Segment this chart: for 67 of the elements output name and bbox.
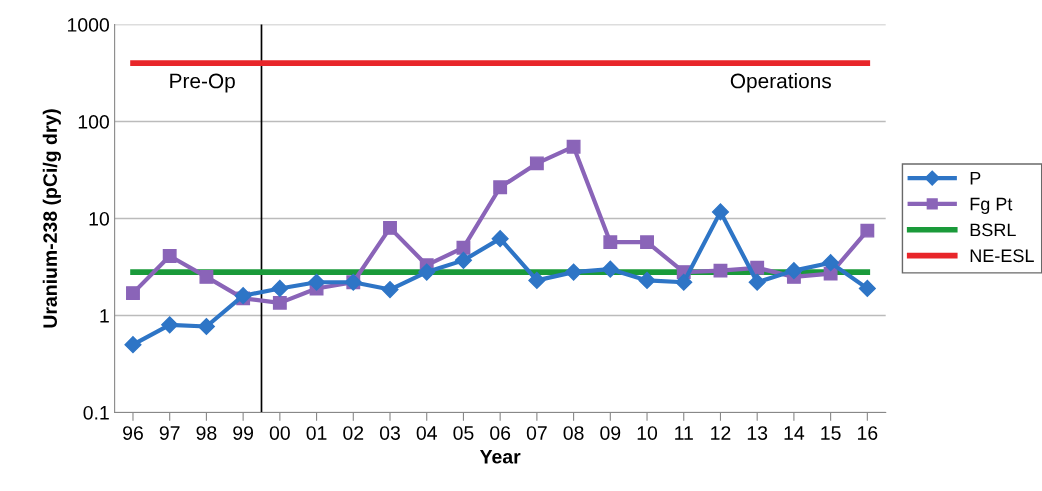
point — [161, 316, 179, 334]
x-tick-label: 99 — [233, 426, 254, 440]
x-tick-label: 01 — [306, 426, 327, 440]
x-tick-label: 11 — [675, 426, 693, 440]
x-tick-label: 10 — [637, 426, 658, 440]
x-tick-label: 16 — [858, 426, 878, 440]
x-axis-title: Year — [479, 450, 521, 464]
point — [126, 286, 140, 301]
point — [124, 336, 142, 354]
x-tick-label: 02 — [343, 426, 364, 440]
point — [383, 220, 397, 235]
x-tick-label: 13 — [747, 426, 768, 440]
annotation: Operations — [730, 73, 831, 93]
point — [272, 295, 287, 310]
legend-label: P — [970, 171, 981, 185]
point — [675, 273, 693, 291]
point — [601, 260, 619, 278]
point — [381, 281, 399, 299]
point — [713, 263, 728, 278]
x-tick-label: 06 — [490, 426, 511, 440]
point — [162, 249, 177, 263]
y-tick-label: 0.1 — [83, 405, 109, 420]
point — [308, 273, 326, 291]
legend-label: Fg Pt — [970, 197, 1013, 214]
point — [858, 279, 876, 297]
y-axis-title: Uranium-238 (pCi/g dry) — [42, 109, 61, 328]
y-tick-label: 10 — [89, 211, 109, 226]
legend-label: BSRL — [970, 223, 1016, 237]
x-tick-label: 04 — [416, 426, 437, 440]
annotation: Pre-Op — [170, 73, 235, 93]
x-tick-label: 15 — [821, 426, 841, 440]
point — [603, 235, 618, 250]
x-tick-label: 07 — [526, 426, 547, 440]
point — [822, 254, 840, 272]
point — [565, 263, 583, 281]
point — [271, 279, 289, 297]
point — [528, 271, 546, 289]
point — [491, 230, 509, 248]
point — [529, 156, 544, 171]
point — [493, 180, 508, 195]
x-tick-label: 00 — [269, 426, 290, 440]
x-tick-label: 05 — [453, 426, 474, 440]
x-tick-label: 14 — [784, 426, 805, 440]
x-tick-label: 03 — [379, 426, 400, 440]
x-tick-label: 08 — [563, 426, 584, 440]
point — [456, 240, 471, 255]
point — [566, 139, 581, 154]
y-tick-label: 1000 — [67, 18, 109, 32]
point — [197, 317, 215, 336]
point — [234, 287, 252, 305]
point — [711, 203, 730, 221]
x-tick-label: 96 — [123, 426, 143, 440]
x-tick-label: 97 — [159, 426, 180, 440]
y-tick-label: 1 — [100, 309, 109, 323]
x-tick-label: 12 — [711, 426, 731, 440]
y-tick-label: 100 — [78, 114, 109, 129]
x-tick-label: 98 — [196, 426, 217, 440]
point — [785, 262, 803, 280]
x-tick-label: 09 — [600, 426, 621, 440]
point — [638, 271, 656, 289]
legend-label: NE-ESL — [970, 249, 1034, 263]
point — [640, 235, 654, 250]
point — [199, 269, 214, 284]
point — [748, 273, 766, 291]
point — [454, 251, 472, 269]
point — [860, 223, 875, 238]
point — [418, 263, 436, 281]
